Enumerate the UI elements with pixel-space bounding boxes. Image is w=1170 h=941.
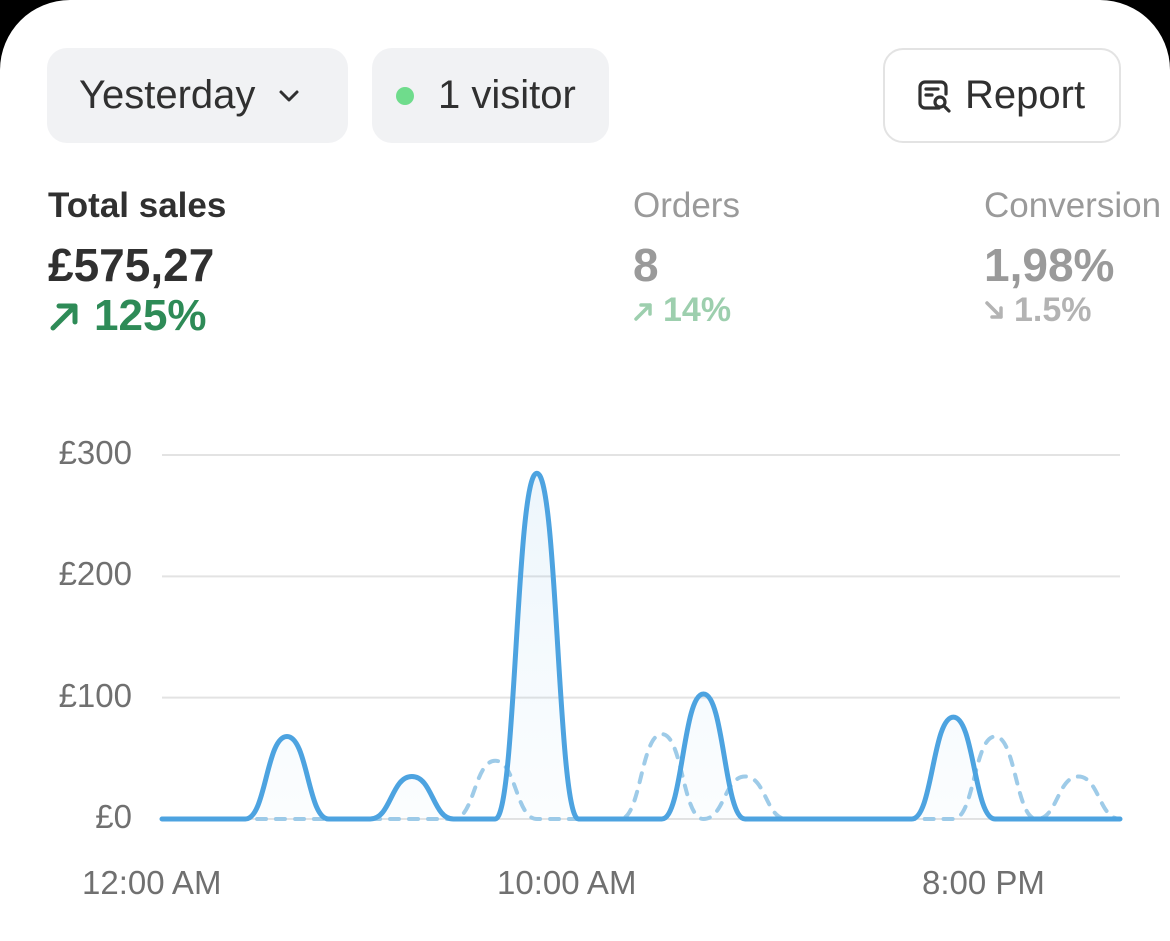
metric-delta: 125%: [48, 291, 226, 341]
arrow-up-right-icon: [634, 302, 652, 321]
sales-series-line: [159, 470, 1123, 822]
live-dot-icon: [396, 86, 414, 105]
x-tick-label: 12:00 AM: [82, 864, 222, 901]
date-range-selector[interactable]: Yesterday: [47, 48, 348, 143]
metric-label: Orders: [633, 186, 740, 225]
metric-delta: 1.5%: [984, 291, 1161, 330]
delta-text: 14%: [663, 291, 732, 329]
metric-delta: 14%: [633, 291, 740, 330]
visitors-label: 1 visitor: [438, 73, 576, 117]
metric-value: 8: [633, 239, 659, 291]
metric-orders[interactable]: Orders 8 14%: [633, 186, 740, 330]
y-tick-label: £100: [58, 677, 132, 714]
x-tick-label: 8:00 PM: [922, 864, 1045, 901]
y-tick-label: £0: [95, 798, 132, 835]
delta-text: 1.5%: [1014, 291, 1092, 329]
y-tick-label: £200: [58, 555, 132, 592]
arrow-down-right-icon: [985, 300, 1003, 319]
live-visitors-badge[interactable]: 1 visitor: [372, 48, 609, 143]
delta-text: 125%: [94, 291, 207, 340]
metric-value: 1,98%: [984, 239, 1115, 291]
report-button[interactable]: Report: [883, 48, 1121, 143]
report-search-icon: [918, 79, 951, 113]
report-label: Report: [965, 73, 1086, 117]
metric-conversion[interactable]: Conversion 1,98% 1.5%: [984, 186, 1161, 330]
metric-label: Conversion: [984, 186, 1162, 225]
chevron-down-icon: [279, 90, 299, 101]
y-tick-label: £300: [58, 434, 132, 471]
x-tick-label: 10:00 AM: [497, 864, 637, 901]
date-range-label: Yesterday: [79, 73, 256, 117]
sales-chart-svg: [159, 454, 1123, 822]
arrow-up-right-icon: [50, 303, 78, 331]
metric-value: £575,27: [48, 239, 215, 291]
metric-label: Total sales: [48, 186, 227, 225]
metric-total-sales[interactable]: Total sales £575,27 125%: [48, 186, 226, 341]
sales-chart: £0 £100 £200 £300 12:00 AM 10:00 AM 8:00…: [0, 420, 1170, 925]
